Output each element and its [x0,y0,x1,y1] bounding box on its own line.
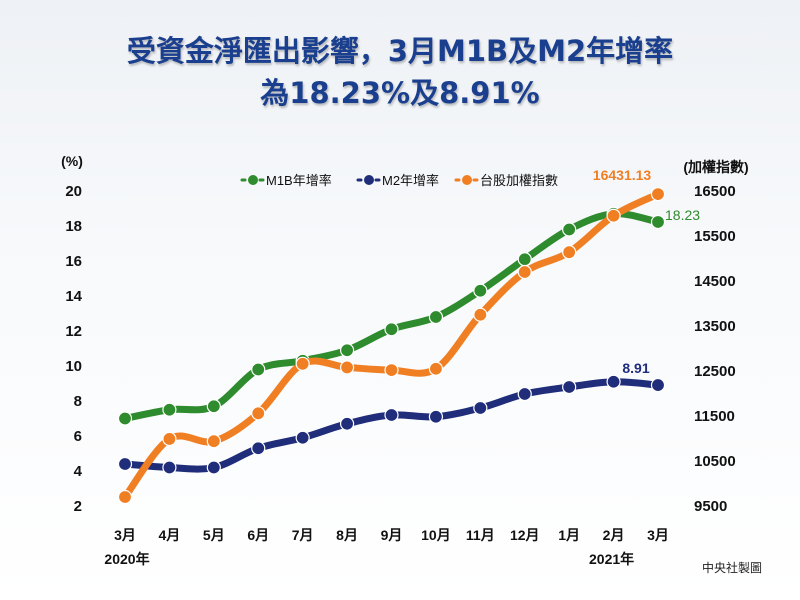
m1b-point [162,402,177,417]
taiex-point [606,208,621,223]
x-tick-label: 7月 [292,527,314,543]
m2-legend-marker [364,175,374,185]
taiex-point [650,186,666,202]
m1b-legend-label: M1B年增率 [266,173,332,188]
x-tick-label: 9月 [381,527,403,543]
left-tick-label: 4 [74,463,83,480]
right-tick-label: 10500 [694,453,736,470]
year-label: 2021年 [589,551,634,567]
taiex-point [162,431,177,447]
taiex-point [339,360,355,375]
x-tick-label: 6月 [247,527,269,543]
x-tick-label: 8月 [336,527,358,543]
taiex-point [428,361,444,376]
m1b-point [339,343,355,358]
x-tick-label: 1月 [558,527,580,543]
right-tick-label: 9500 [694,498,727,515]
x-tick-label: 3月 [647,527,669,543]
m1b-point [251,362,266,377]
m1b-point [117,411,133,426]
x-tick-label: 11月 [466,527,495,543]
year-label: 2020年 [104,551,149,567]
right-tick-label: 13500 [694,318,736,335]
x-tick-label: 12月 [510,527,540,543]
title-line-2: 為18.23%及8.91% [260,76,540,110]
left-tick-label: 6 [74,428,82,445]
title-line-1: 受資金淨匯出影響，3月M1B及M2年增率 [126,34,674,68]
credit-label: 中央社製圖 [701,561,762,575]
m1b-point [473,283,488,298]
m2-point [162,460,177,475]
m1b-point [562,222,577,237]
m1b-point [517,252,532,267]
taiex-point [517,264,532,280]
right-tick-label: 15500 [694,228,736,245]
x-tick-label: 3月 [114,527,136,543]
taiex-point [295,356,310,371]
right-tick-label: 14500 [694,273,736,290]
right-axis-label: (加權指數) [683,159,748,175]
taiex-point [206,434,221,449]
right-tick-label: 12500 [694,363,736,380]
x-tick-label: 4月 [159,527,181,543]
left-tick-label: 16 [65,253,82,270]
m2-legend-label: M2年增率 [382,173,439,188]
left-tick-label: 8 [74,393,82,410]
m1b-legend-marker [248,175,258,185]
m2-point [295,430,310,445]
m2-point [117,456,133,472]
x-tick-label: 2月 [603,527,625,543]
left-tick-label: 12 [65,323,82,340]
left-axis-label: (%) [61,153,83,169]
right-tick-label: 16500 [694,183,736,200]
m2-point [562,379,577,395]
m2-point [339,416,355,431]
m2-point [606,374,621,389]
left-tick-label: 18 [65,218,82,235]
taiex-point [562,245,577,260]
taiex-point [251,406,266,421]
taiex-point [117,489,133,505]
taiex-line [121,190,662,501]
m1b-point [206,399,221,414]
taiex-end-label: 16431.13 [593,167,652,183]
taiex-point [384,363,399,378]
m2-point [206,460,221,475]
m2-point [384,407,399,423]
m1b-point [384,322,399,337]
left-tick-label: 10 [65,358,82,375]
m2-line [121,378,662,473]
m2-point [650,377,666,393]
taiex-legend-label: 台股加權指數 [480,173,558,188]
left-tick-label: 20 [65,183,82,200]
taiex-legend-marker [462,175,472,185]
m2-point [251,441,266,456]
m2-point [428,409,444,424]
m2-end-label: 8.91 [622,360,649,376]
x-tick-label: 10月 [421,527,451,543]
right-tick-label: 11500 [694,408,735,425]
x-tick-label: 5月 [203,527,225,543]
m1b-point [650,214,666,230]
left-tick-label: 2 [74,498,82,515]
m1b-point [428,309,444,325]
taiex-point [473,307,488,322]
m2-point [517,386,532,402]
left-tick-label: 14 [65,288,82,305]
m1b-end-label: 18.23 [665,207,700,223]
m2-point [473,400,488,416]
chart-title: 受資金淨匯出影響，3月M1B及M2年增率 為18.23%及8.91% [0,30,800,114]
